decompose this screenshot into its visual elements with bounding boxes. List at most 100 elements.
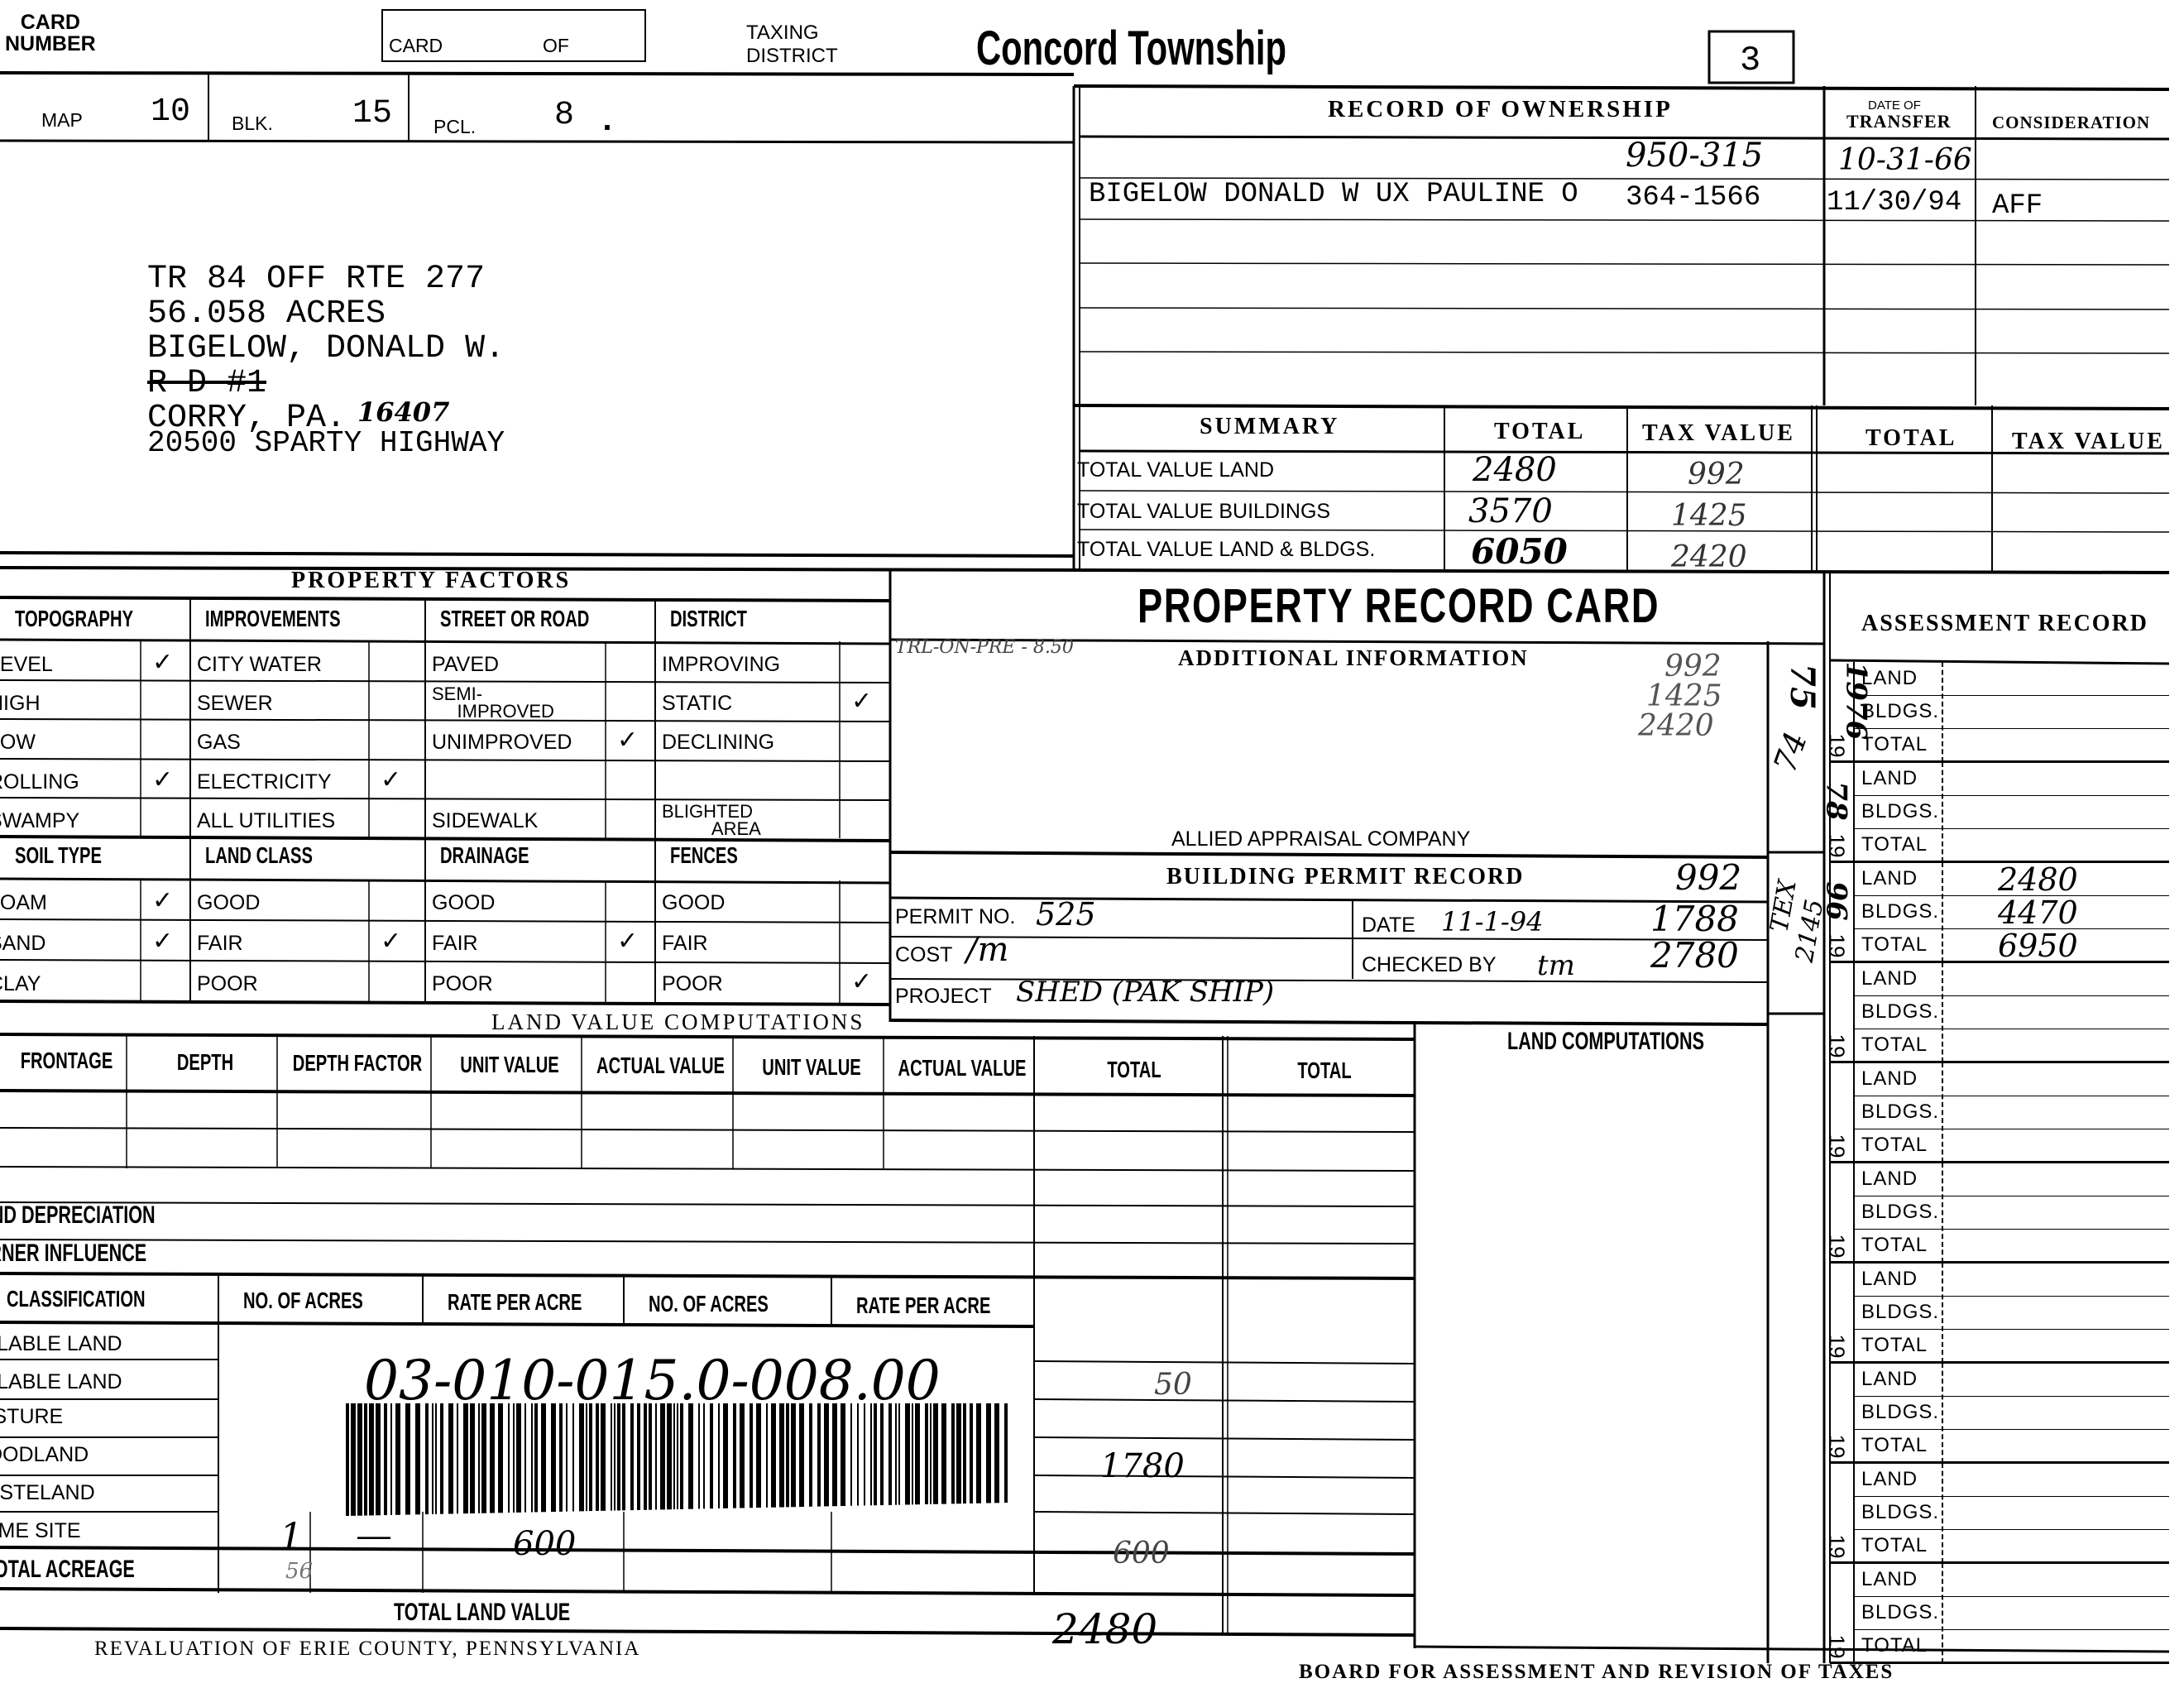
barcode-bar [941, 1403, 946, 1504]
blk-value: 15 [352, 95, 393, 132]
blk-label: BLK. [232, 113, 273, 134]
classification-label: HOME SITE [0, 1519, 81, 1542]
zip-handwritten: 16407 [357, 396, 450, 428]
check-mark-icon[interactable]: ✓ [152, 648, 174, 677]
assessment-row-rule [1853, 1529, 2169, 1530]
barcode-bar [405, 1403, 410, 1515]
assessment-block-divider [1830, 1361, 2169, 1364]
barcode-bar [951, 1403, 955, 1504]
check-mark-icon[interactable]: ✓ [381, 927, 402, 956]
barcode-bar [390, 1403, 392, 1515]
check-mark-icon[interactable]: ✓ [152, 765, 174, 794]
footer-board: BOARD FOR ASSESSMENT AND REVISION OF TAX… [1299, 1661, 1894, 1683]
factor-option: GOOD [432, 891, 496, 914]
year-prefix: 19 [1824, 833, 1850, 858]
factor-option: GOOD [197, 891, 261, 914]
check-mark-icon[interactable]: ✓ [617, 726, 639, 755]
card-label: CARD [389, 35, 443, 56]
year-prefix: 19 [1824, 1234, 1850, 1259]
summary-tax-header-2: TAX VALUE [2012, 429, 2165, 454]
land-total-value: 1780 [1100, 1447, 1185, 1485]
address-line: 20500 SPARTY HIGHWAY [147, 426, 505, 460]
classification-column-header: RATE PER ACRE [448, 1289, 582, 1315]
assessment-value: 6950 [1998, 928, 2078, 964]
year-prefix: 19 [1824, 1534, 1850, 1559]
land-value-column-header: DEPTH [176, 1048, 234, 1075]
barcode-bar [586, 1403, 587, 1512]
check-mark-icon[interactable]: ✓ [617, 927, 639, 956]
assessment-block-divider [1830, 861, 2169, 863]
check-mark-icon[interactable]: ✓ [851, 967, 873, 996]
label-column-rule [1942, 1163, 1943, 1263]
check-mark-icon[interactable]: ✓ [851, 687, 873, 716]
assessment-row-label: LAND [1861, 767, 1918, 789]
summary-total-value: 6050 [1471, 531, 1568, 572]
address-line: 56.058 ACRES [147, 295, 386, 333]
assessment-row-label: LAND [1861, 967, 1918, 990]
barcode-bar [723, 1403, 728, 1508]
deed-book-page: 950-315 [1626, 137, 1764, 175]
label-column-rule [1942, 862, 1943, 962]
parcel-barcode [346, 1403, 1008, 1516]
barcode-bar [596, 1403, 599, 1511]
factor-group-header: DRAINAGE [440, 842, 529, 868]
assessment-block-divider [1830, 1561, 2169, 1564]
check-mark-icon[interactable]: ✓ [381, 765, 402, 794]
barcode-bar [718, 1403, 720, 1508]
factor-option: IMPROVING [662, 653, 781, 676]
check-mark-icon[interactable]: ✓ [152, 927, 174, 956]
assessment-block-divider [1830, 1261, 2169, 1264]
factor-option: GAS [197, 731, 241, 754]
address-line: BIGELOW, DONALD W. [147, 330, 505, 367]
assessment-row-rule [1853, 1229, 2169, 1230]
factor-option: GOOD [662, 891, 726, 914]
summary-tax-value: 992 [1688, 458, 1745, 492]
barcode-bar [786, 1403, 789, 1508]
barcode-bar [809, 1403, 812, 1507]
cost-label: COST [895, 943, 953, 966]
permit-no-label: PERMIT NO. [895, 905, 1016, 928]
classification-column-header: NO. OF ACRES [649, 1291, 769, 1316]
parcel-id-handwritten: 03-010-015.0-008.00 [364, 1349, 941, 1412]
year-column-rule [1853, 862, 1855, 962]
year-column-rule [1853, 762, 1855, 862]
summary-total-header: TOTAL [1494, 419, 1586, 444]
year-column-rule [1853, 1463, 1855, 1563]
barcode-bar [850, 1403, 852, 1506]
label-column-rule [1942, 1363, 1943, 1463]
factor-option: ALL UTILITIES [197, 809, 336, 832]
assessment-row-label: BLDGS. [1861, 1301, 1940, 1323]
barcode-bar [617, 1403, 620, 1511]
barcode-bar [698, 1403, 700, 1509]
factor-option: POOR [197, 972, 258, 995]
classification-label: TILLABLE LAND [0, 1332, 122, 1355]
assessment-row-rule [1853, 928, 2169, 929]
barcode-bar [857, 1403, 859, 1506]
factor-option: ELECTRICITY [197, 770, 332, 794]
assessment-row-label: BLDGS. [1861, 1101, 1940, 1123]
project-label: PROJECT [895, 985, 992, 1008]
appraiser-name: ALLIED APPRAISAL COMPANY [1171, 827, 1471, 851]
factor-option: LEVEL [0, 653, 53, 676]
barcode-bar [440, 1403, 443, 1514]
pcl-value: 8 [554, 97, 575, 134]
land-value-column-header: UNIT VALUE [460, 1051, 559, 1077]
cost-value: /m [966, 931, 1009, 969]
barcode-bar [622, 1403, 625, 1511]
barcode-bar [637, 1403, 640, 1510]
check-mark-icon[interactable]: ✓ [152, 886, 174, 915]
land-value-column-header: ACTUAL VALUE [596, 1053, 725, 1078]
additional-note: TRL-ON-PRE - 8.50 [895, 637, 1074, 658]
year-prefix: 19 [1824, 1434, 1850, 1459]
land-computations-title: LAND COMPUTATIONS [1507, 1028, 1704, 1055]
permit-number-note: 992 [1675, 857, 1742, 898]
land-value-column-header: ACTUAL VALUE [898, 1055, 1027, 1081]
assessment-block-divider [1830, 1161, 2169, 1163]
factor-option: CITY WATER [197, 653, 322, 676]
barcode-bar [874, 1403, 877, 1506]
classification-label: TOTAL ACREAGE [0, 1556, 135, 1583]
barcode-bar [888, 1403, 892, 1505]
assessment-row-rule [1853, 795, 2169, 796]
assessment-row-rule [1853, 895, 2169, 896]
barcode-bar [470, 1403, 475, 1513]
